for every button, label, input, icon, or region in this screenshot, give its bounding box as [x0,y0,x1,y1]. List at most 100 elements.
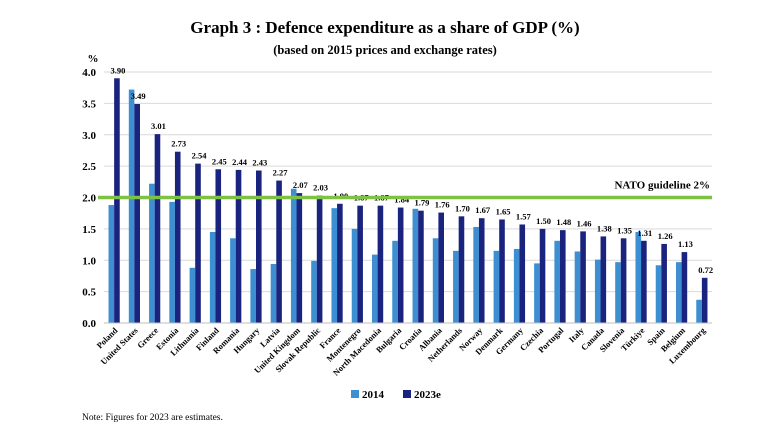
data-label: 2.44 [232,157,248,167]
bar-2014 [230,238,236,323]
bar-2014 [554,240,560,323]
bar-2014 [149,183,155,323]
data-label: 1.13 [678,239,693,249]
data-label: 1.50 [536,216,551,226]
bar-2023e [235,169,242,323]
bar-2023e [701,277,708,323]
bar-2014 [209,232,216,323]
data-label: 0.72 [698,265,713,275]
bar-2023e [438,212,444,323]
bar-2014 [696,299,702,323]
bar-2023e [256,170,262,323]
data-label: 1.84 [394,195,410,205]
data-label: 1.26 [658,231,673,241]
bar-2014 [615,262,621,323]
data-label: 1.48 [556,217,571,227]
bar-2014 [594,259,601,323]
data-label: 1.57 [516,211,532,221]
bar-2023e [357,205,363,323]
bar-2023e [195,163,201,323]
bar-2023e [215,169,222,323]
data-label: 2.54 [192,151,208,161]
bar-2023e [337,203,343,323]
bar-2014 [108,205,115,323]
bar-2014 [392,240,398,323]
y-axis-label: % [88,53,99,65]
bar-2023e [397,207,404,323]
data-label: 2.27 [273,168,289,178]
data-label: 2.45 [212,156,227,166]
bar-2014 [351,228,358,323]
y-tick-label: 4.0 [82,67,96,79]
bar-2023e [134,104,140,323]
bar-2014 [453,250,459,323]
y-tick-label: 1.0 [82,255,96,267]
y-tick-label: 1.5 [82,224,96,236]
bar-2014 [473,226,479,323]
data-label: 3.49 [131,91,146,101]
bar-2023e [316,195,323,323]
bar-2014 [513,248,520,323]
data-label: 1.31 [637,228,652,238]
legend-label: 2023e [414,389,441,401]
data-label: 1.65 [496,206,511,216]
bar-2023e [154,134,161,323]
bar-2023e [681,252,688,323]
y-tick-label: 0.0 [82,318,96,330]
bar-2014 [676,262,682,323]
nato-guideline-label: NATO guideline 2% [614,180,710,192]
data-label: 3.90 [110,65,125,75]
bar-2014 [635,232,642,323]
legend-label: 2014 [362,389,385,401]
bar-2014 [534,263,540,323]
data-label: 2.43 [252,158,267,168]
y-tick-label: 3.0 [82,130,96,142]
bar-2014 [493,250,500,323]
chart-note: Note: Figures for 2023 are estimates. [82,413,223,423]
bar-2014 [432,238,439,323]
data-label: 1.46 [577,218,592,228]
bar-2023e [641,240,647,323]
bar-2023e [478,218,485,323]
y-tick-label: 0.5 [82,287,96,299]
bar-2023e [600,236,607,323]
data-label: 1.67 [475,205,491,215]
bar-2014 [270,264,277,323]
y-tick-label: 2.5 [82,161,96,173]
bar-2014 [311,260,317,323]
chart-title: Graph 3 : Defence expenditure as a share… [190,18,580,37]
legend-swatch [403,390,411,398]
bar-2023e [174,151,181,323]
bar-2023e [377,205,384,323]
bar-2014 [169,201,175,323]
bar-2023e [296,193,303,323]
bar-2023e [458,216,465,323]
bar-2023e [620,238,627,323]
data-label: 1.79 [414,198,429,208]
data-label: 2.07 [293,180,309,190]
bar-2014 [128,89,135,323]
bar-2014 [189,267,196,323]
bar-2023e [276,180,282,323]
data-label: 1.76 [435,200,450,210]
bar-2014 [331,208,338,323]
bar-2023e [560,230,566,323]
bar-2014 [574,251,581,323]
bar-2023e [499,219,505,323]
bar-2023e [114,78,120,324]
bar-2014 [250,269,256,323]
bar-2023e [661,243,667,323]
bar-2014 [372,254,378,323]
y-tick-label: 3.5 [82,98,96,110]
bar-2023e [580,231,586,323]
data-label: 1.35 [617,225,632,235]
data-label: 2.73 [171,139,186,149]
data-label: 1.70 [455,203,470,213]
data-label: 1.38 [597,223,612,233]
data-label: 2.03 [313,183,328,193]
bar-2014 [290,188,297,323]
bar-2023e [519,224,526,323]
bar-2014 [412,208,419,323]
